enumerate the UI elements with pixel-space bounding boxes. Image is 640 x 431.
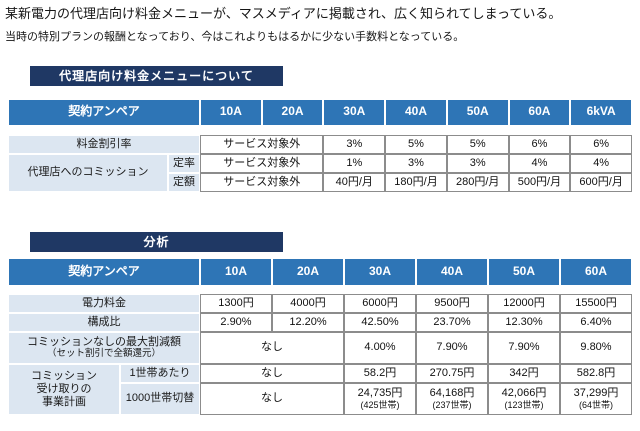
discount-cell: 5% <box>446 134 509 154</box>
max-discount-cell: 4.00% <box>344 331 416 364</box>
menu-col-6kva: 6kVA <box>570 98 632 126</box>
analysis-col-10a: 10A <box>200 257 272 286</box>
per-1000-value: 37,299円 <box>573 387 619 400</box>
commission-fixed-cell: 600円/月 <box>570 172 632 192</box>
menu-col-40a: 40A <box>385 98 447 126</box>
analysis-table-gap <box>8 286 632 294</box>
menu-table-corner: 契約アンペア <box>8 98 200 126</box>
analysis-table: 契約アンペア 10A 20A 30A 40A 50A 60A 電力料金 1300… <box>8 257 632 415</box>
per-1000-label: 1000世帯切替 <box>120 382 200 415</box>
discount-cell: 6% <box>508 134 571 154</box>
menu-table: 契約アンペア 10A 20A 30A 40A 50A 60A 6kVA 料金割引… <box>8 98 632 192</box>
power-fee-cell: 15500円 <box>560 293 632 313</box>
composition-cell: 12.30% <box>488 312 560 332</box>
per-1000-value: 24,735円 <box>357 387 403 400</box>
intro-block: 某新電力の代理店向け料金メニューが、マスメディアに掲載され、広く知られてしまって… <box>5 6 632 44</box>
commission-rate-cell: 3% <box>446 153 509 173</box>
menu-col-10a: 10A <box>200 98 262 126</box>
composition-cell: 23.70% <box>416 312 488 332</box>
analysis-section-title-text: 分析 <box>143 235 170 250</box>
analysis-col-40a: 40A <box>416 257 488 286</box>
per-1000-none-cell: なし <box>200 382 344 415</box>
business-plan-label-line1: コミッション <box>31 370 97 383</box>
per-household-none-cell: なし <box>200 363 344 383</box>
menu-col-50a: 50A <box>446 98 509 126</box>
analysis-col-50a: 50A <box>488 257 560 286</box>
discount-excluded-cell: サービス対象外 <box>200 134 324 154</box>
per-household-cell: 342円 <box>488 363 560 383</box>
menu-section-title: 代理店向け料金メニューについて <box>30 65 283 86</box>
menu-section-title-text: 代理店向け料金メニューについて <box>59 69 254 84</box>
commission-fixed-cell: 500円/月 <box>508 172 571 192</box>
max-discount-cell: 7.90% <box>416 331 488 364</box>
commission-rate-cell: 4% <box>508 153 571 173</box>
discount-row-label: 料金割引率 <box>8 134 200 154</box>
per-household-cell: 582.8円 <box>560 363 632 383</box>
menu-col-30a: 30A <box>323 98 386 126</box>
per-household-cell: 270.75円 <box>416 363 488 383</box>
power-fee-cell: 1300円 <box>200 293 272 313</box>
business-plan-group-label: コミッション 受け取りの 事業計画 <box>8 363 120 415</box>
per-1000-subvalue: (425世帯) <box>360 399 400 410</box>
per-1000-value: 64,168円 <box>429 387 475 400</box>
max-discount-label-line2: （セット割引で全額還元） <box>46 347 161 359</box>
composition-label: 構成比 <box>8 312 200 332</box>
intro-line-1: 某新電力の代理店向け料金メニューが、マスメディアに掲載され、広く知られてしまって… <box>5 6 562 21</box>
max-discount-label: コミッションなしの最大割減額 （セット割引で全額還元） <box>8 331 200 364</box>
per-household-cell: 58.2円 <box>344 363 416 383</box>
discount-cell: 5% <box>385 134 447 154</box>
analysis-col-30a: 30A <box>344 257 416 286</box>
commission-fixed-cell: 280円/月 <box>446 172 509 192</box>
per-household-label: 1世帯あたり <box>120 363 200 383</box>
composition-cell: 42.50% <box>344 312 416 332</box>
per-1000-cell: 64,168円 (237世帯) <box>416 382 488 415</box>
per-1000-cell: 37,299円 (64世帯) <box>560 382 632 415</box>
commission-rate-cell: 3% <box>385 153 447 173</box>
composition-cell: 6.40% <box>560 312 632 332</box>
max-discount-label-line1: コミッションなしの最大割減額 <box>27 336 181 348</box>
commission-fixed-label: 定額 <box>168 172 200 192</box>
power-fee-label: 電力料金 <box>8 293 200 313</box>
max-discount-cell: 9.80% <box>560 331 632 364</box>
per-1000-cell: 42,066円 (123世帯) <box>488 382 560 415</box>
menu-col-20a: 20A <box>261 98 324 126</box>
business-plan-label-line2: 受け取りの <box>36 382 92 395</box>
menu-table-gap <box>8 126 632 135</box>
composition-cell: 2.90% <box>200 312 272 332</box>
intro-line-2: 当時の特別プランの報酬となっており、今はこれよりもはるかに少ない手数料となってい… <box>5 30 465 43</box>
commission-rate-cell: 4% <box>570 153 632 173</box>
commission-rate-cell: 1% <box>323 153 386 173</box>
business-plan-label-line3: 事業計画 <box>42 395 86 408</box>
per-1000-subvalue: (237世帯) <box>432 399 472 410</box>
commission-rate-excluded-cell: サービス対象外 <box>200 153 324 173</box>
power-fee-cell: 6000円 <box>344 293 416 313</box>
commission-fixed-excluded-cell: サービス対象外 <box>200 172 324 192</box>
discount-cell: 3% <box>323 134 386 154</box>
commission-fixed-cell: 180円/月 <box>385 172 447 192</box>
per-1000-value: 42,066円 <box>501 387 547 400</box>
menu-col-60a: 60A <box>508 98 571 126</box>
per-1000-cell: 24,735円 (425世帯) <box>344 382 416 415</box>
analysis-section-title: 分析 <box>30 231 283 252</box>
composition-cell: 12.20% <box>272 312 344 332</box>
commission-group-label: 代理店へのコミッション <box>8 153 168 192</box>
analysis-col-20a: 20A <box>272 257 344 286</box>
max-discount-cell: 7.90% <box>488 331 560 364</box>
power-fee-cell: 9500円 <box>416 293 488 313</box>
per-1000-subvalue: (64世帯) <box>578 399 613 410</box>
per-1000-subvalue: (123世帯) <box>504 399 544 410</box>
analysis-col-60a: 60A <box>560 257 632 286</box>
power-fee-cell: 12000円 <box>488 293 560 313</box>
max-discount-none-cell: なし <box>200 331 344 364</box>
commission-fixed-cell: 40円/月 <box>323 172 386 192</box>
analysis-table-corner: 契約アンペア <box>8 257 200 286</box>
commission-rate-label: 定率 <box>168 153 200 173</box>
discount-cell: 6% <box>570 134 632 154</box>
power-fee-cell: 4000円 <box>272 293 344 313</box>
